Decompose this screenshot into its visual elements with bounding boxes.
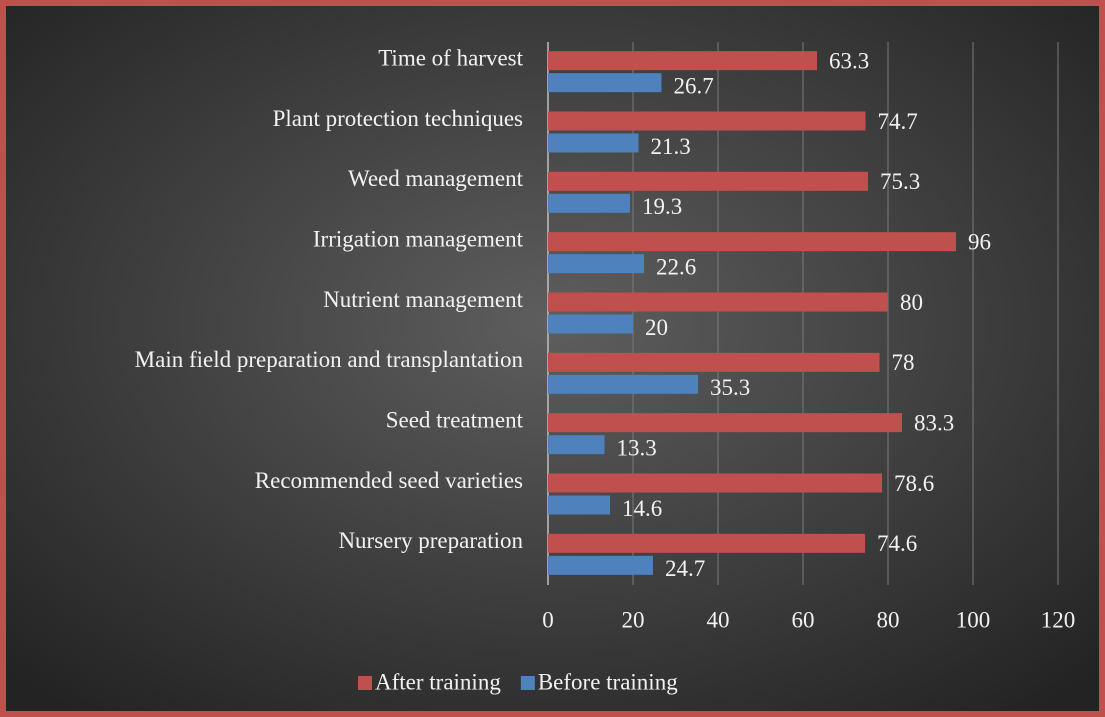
- bar: [548, 133, 639, 153]
- y-tick-label: Irrigation management: [313, 226, 524, 251]
- y-tick-label: Nutrient management: [323, 287, 524, 312]
- data-label: 83.3: [914, 410, 954, 435]
- data-label: 19.3: [642, 194, 682, 219]
- x-tick-label: 20: [622, 607, 645, 632]
- bar: [548, 314, 633, 334]
- y-tick-label: Recommended seed varieties: [255, 468, 523, 493]
- bar: [548, 193, 631, 213]
- bar: [548, 111, 866, 131]
- bar: [548, 435, 605, 455]
- bar: [548, 73, 662, 93]
- y-tick-label: Nursery preparation: [338, 528, 523, 553]
- data-label: 14.6: [622, 496, 662, 521]
- data-label: 20: [645, 315, 668, 340]
- data-label: 24.7: [665, 556, 705, 581]
- bar: [548, 555, 653, 575]
- data-label: 35.3: [710, 375, 750, 400]
- legend-label: After training: [375, 669, 501, 694]
- bar: [548, 473, 883, 493]
- data-label: 78: [892, 350, 915, 375]
- legend-swatch: [358, 676, 372, 690]
- data-label: 74.7: [877, 109, 917, 134]
- data-label: 75.3: [880, 169, 920, 194]
- bar: [548, 51, 818, 71]
- data-label: 80: [900, 290, 923, 315]
- data-label: 96: [968, 229, 991, 254]
- bar: [548, 374, 699, 394]
- x-tick-label: 120: [1041, 607, 1076, 632]
- data-label: 21.3: [651, 134, 691, 159]
- x-tick-label: 0: [542, 607, 554, 632]
- data-label: 22.6: [656, 254, 696, 279]
- bar: [548, 171, 869, 191]
- y-tick-label: Main field preparation and transplantati…: [135, 347, 524, 372]
- bar: [548, 533, 866, 553]
- bar: [548, 495, 611, 515]
- y-tick-label: Seed treatment: [386, 407, 524, 432]
- data-label: 74.6: [877, 531, 917, 556]
- legend-label: Before training: [538, 669, 678, 694]
- y-tick-label: Weed management: [348, 166, 524, 191]
- y-tick-label: Plant protection techniques: [273, 106, 523, 131]
- data-label: 13.3: [617, 435, 657, 460]
- bar: [548, 352, 880, 372]
- data-label: 78.6: [894, 471, 934, 496]
- bar: [548, 292, 888, 312]
- bar: [548, 232, 956, 252]
- y-tick-label: Time of harvest: [378, 45, 523, 70]
- bar: [548, 413, 903, 433]
- x-tick-label: 40: [707, 607, 730, 632]
- data-label: 63.3: [829, 48, 869, 73]
- x-tick-label: 60: [792, 607, 815, 632]
- bar: [548, 254, 645, 274]
- x-tick-label: 100: [956, 607, 991, 632]
- data-label: 26.7: [673, 73, 713, 98]
- x-tick-label: 80: [877, 607, 900, 632]
- legend-swatch: [520, 676, 535, 690]
